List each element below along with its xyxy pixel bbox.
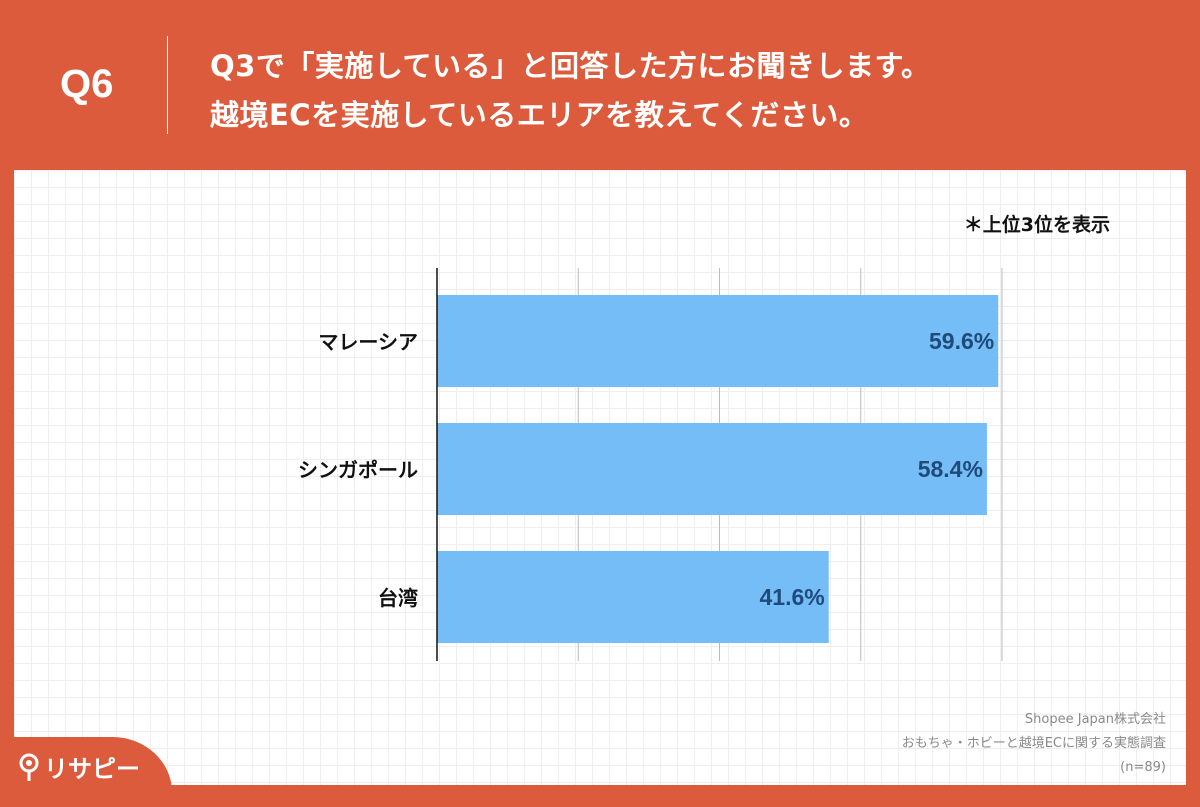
source-info: Shopee Japan株式会社 おもちゃ・ホビーと越境ECに関する実態調査 (… bbox=[902, 708, 1166, 780]
header-divider bbox=[167, 36, 168, 134]
question-number: Q6 bbox=[60, 62, 114, 106]
value-label: 41.6% bbox=[760, 584, 825, 610]
logo-tab: リサピー bbox=[0, 737, 172, 807]
bar-1 bbox=[437, 295, 999, 387]
category-label: マレーシア bbox=[318, 330, 418, 354]
bar-2 bbox=[437, 423, 987, 515]
question-title-line2: 越境ECを実施しているエリアを教えてください。 bbox=[210, 98, 869, 132]
top3-note: ＊上位3位を表示 bbox=[963, 214, 1110, 236]
question-title: Q3で「実施している」と回答した方にお聞きします。 越境ECを実施しているエリア… bbox=[210, 42, 931, 140]
value-label: 59.6% bbox=[929, 328, 994, 354]
bar-3 bbox=[437, 551, 829, 643]
source-sample: (n=89) bbox=[1120, 760, 1166, 775]
category-label: 台湾 bbox=[378, 586, 418, 610]
logo: リサピー bbox=[18, 749, 140, 784]
source-survey: おもちゃ・ホビーと越境ECに関する実態調査 bbox=[901, 736, 1166, 751]
value-label: 58.4% bbox=[918, 456, 983, 482]
source-company: Shopee Japan株式会社 bbox=[1024, 712, 1166, 727]
logo-text: リサピー bbox=[44, 755, 140, 783]
category-label: シンガポール bbox=[298, 458, 418, 482]
pin-icon bbox=[19, 753, 39, 781]
question-title-line1: Q3で「実施している」と回答した方にお聞きします。 bbox=[210, 49, 931, 83]
